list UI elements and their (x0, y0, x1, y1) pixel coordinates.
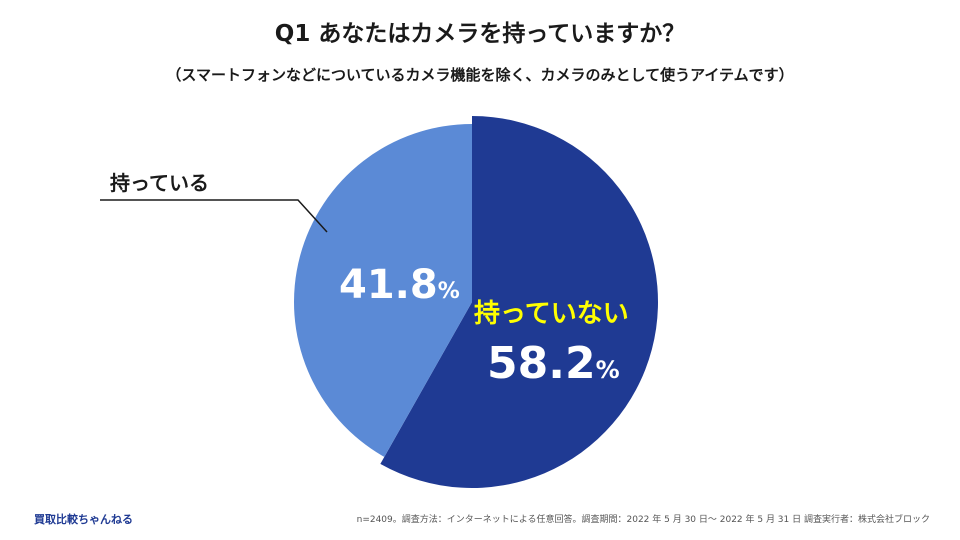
chart-subtitle: （スマートフォンなどについているカメラ機能を除く、カメラのみとして使うアイテムで… (166, 66, 794, 84)
chart-title: Q1 あなたはカメラを持っていますか？ (274, 21, 686, 47)
survey-footnote: n=2409。調査方法：インターネットによる任意回答。調査期間：2022 年 5… (356, 515, 930, 525)
slice-label-has-camera: 持っている (110, 171, 209, 195)
slice-value-no-camera: 58.2% (487, 338, 620, 389)
pie-slice-no-camera (380, 116, 658, 488)
brand-logo-text: 買取比較ちゃんねる (34, 513, 133, 526)
leader-line (100, 199, 328, 233)
slice-value-has-camera: 41.8% (339, 262, 460, 308)
slice-label-no-camera: 持っていない (474, 299, 629, 329)
pie-slice-has-camera (293, 124, 472, 457)
